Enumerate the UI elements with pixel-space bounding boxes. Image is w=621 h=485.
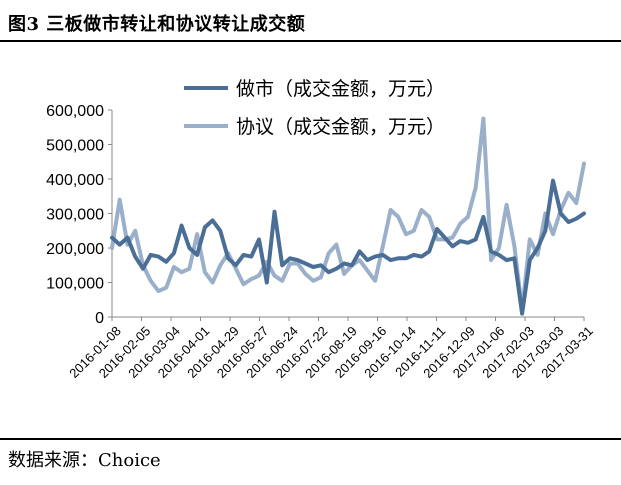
y-tick-label: 400,000 [46, 172, 104, 189]
y-tick-label: 300,000 [46, 207, 104, 224]
y-tick-label: 600,000 [46, 103, 104, 120]
y-tick-label: 100,000 [46, 276, 104, 293]
bottom-rule [0, 438, 621, 440]
y-tick-label: 0 [95, 310, 104, 327]
y-axis: 0 100,000 200,000 300,000 400,000 500,000 600,… [46, 103, 113, 327]
figure-title: 图3 三板做市转让和协议转让成交额 [8, 14, 306, 35]
legend-label-1: 做市（成交金额，万元） [236, 78, 445, 100]
series-layer [110, 116, 586, 316]
line-chart: 做市（成交金额，万元） 协议（成交金额，万元） 0 100,000 200,000 30… [46, 78, 596, 381]
y-tick-label: 200,000 [46, 241, 104, 258]
series-line-1 [110, 178, 586, 316]
legend-label-2: 协议（成交金额，万元） [236, 116, 445, 138]
x-axis: 2016-01-082016-02-052016-03-042016-04-01… [66, 316, 596, 381]
top-rule [0, 40, 621, 42]
series-line-2 [110, 116, 586, 313]
chart-legend: 做市（成交金额，万元） 协议（成交金额，万元） [184, 78, 445, 138]
y-tick-label: 500,000 [46, 138, 104, 155]
data-source-note: 数据来源：Choice [8, 450, 161, 471]
